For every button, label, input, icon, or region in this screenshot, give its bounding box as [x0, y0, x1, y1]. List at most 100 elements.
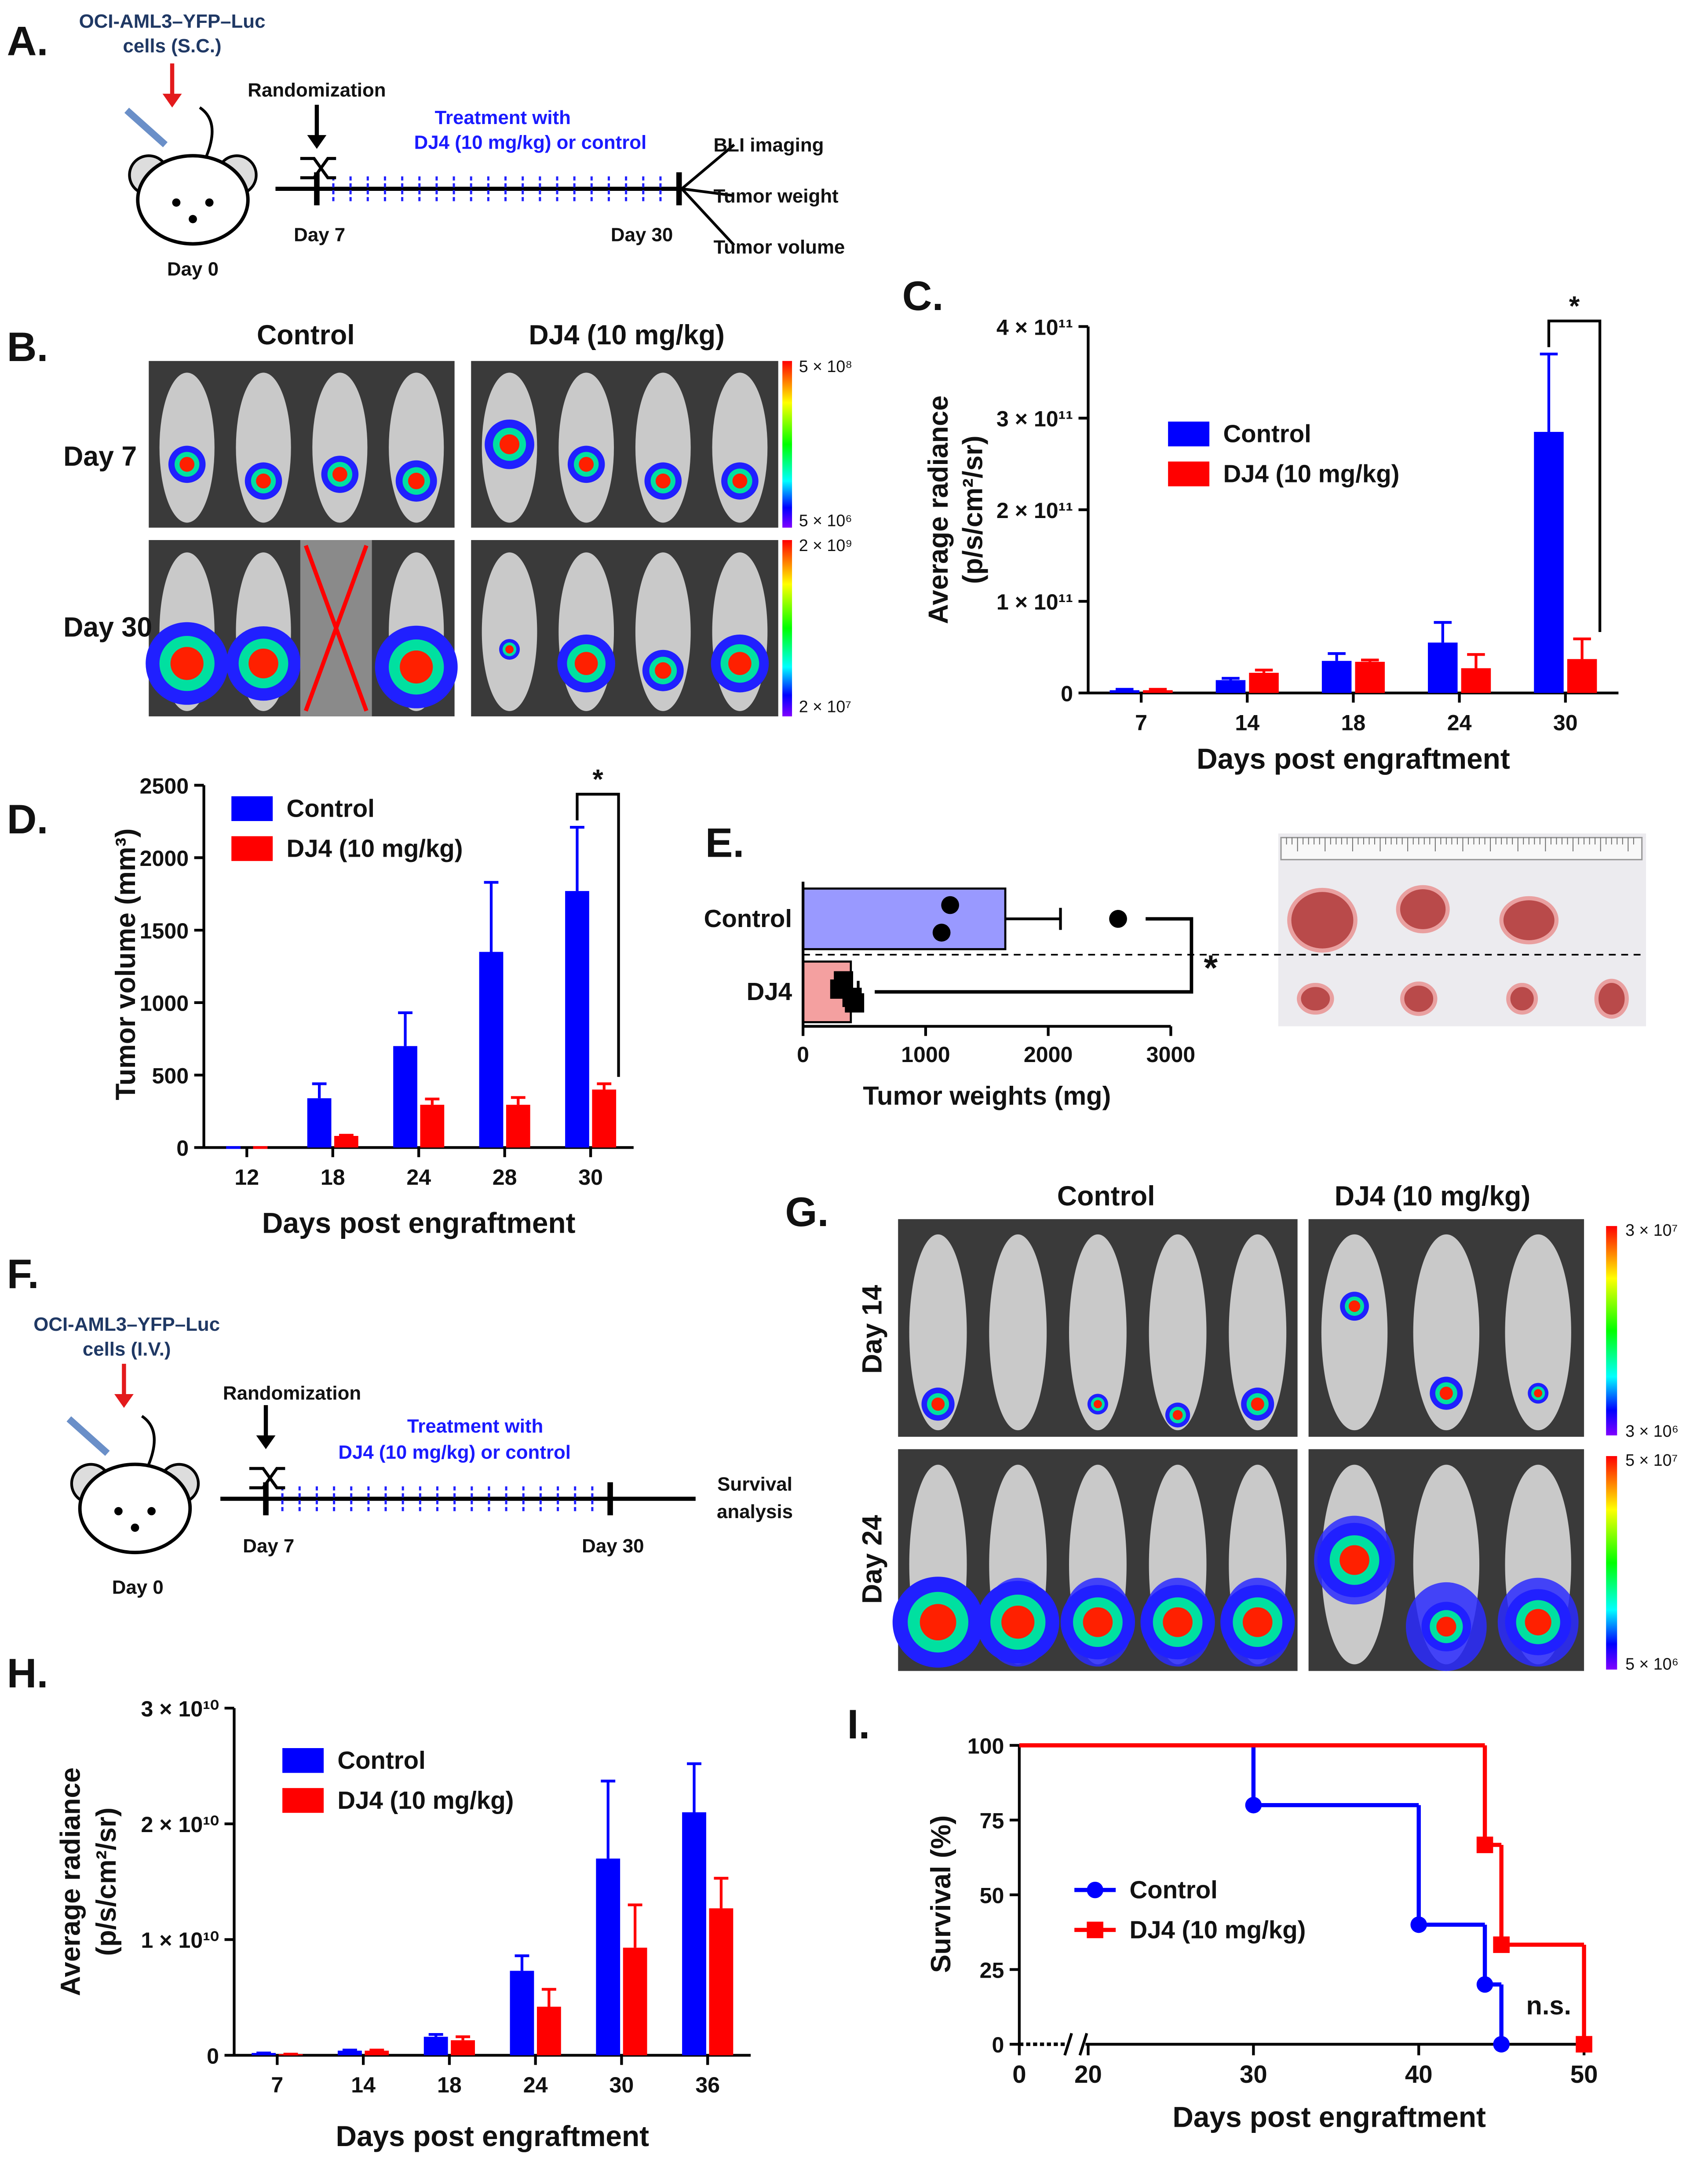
- cells-label: OCI-AML3–YFP–Luc: [33, 1314, 220, 1335]
- signal: [1439, 1387, 1453, 1400]
- signal: [248, 648, 278, 679]
- signal: [728, 652, 752, 675]
- x-axis-label: Days post engraftment: [1172, 2100, 1486, 2133]
- randomization-label: Randomization: [223, 1383, 361, 1404]
- cells-label: OCI-AML3–YFP–Luc: [79, 11, 266, 32]
- mouse-nose: [131, 1523, 139, 1532]
- x-tick-label: 3000: [1146, 1042, 1195, 1067]
- mouse-nose: [189, 215, 197, 223]
- y-tick-label: 25: [980, 1958, 1004, 1982]
- day-label: Day 7: [243, 1535, 294, 1557]
- tumor: [1400, 981, 1438, 1016]
- mouse-photo: [1229, 1234, 1287, 1431]
- signal: [1534, 1389, 1543, 1398]
- x-tick-label: 50: [1570, 2060, 1598, 2088]
- shuffle-icon: [300, 157, 336, 179]
- bar: [423, 2037, 448, 2055]
- y-axis-label: Tumor volume (mm³): [110, 829, 141, 1100]
- x-tick-label: 7: [1135, 710, 1147, 735]
- signal: [732, 473, 748, 489]
- panel-label: G.: [785, 1189, 828, 1235]
- marker: [1493, 1936, 1510, 1953]
- y-axis-label: Average radiance: [923, 395, 954, 624]
- panel-label: F.: [7, 1251, 39, 1297]
- y-tick-label: 75: [980, 1808, 1004, 1833]
- day-label: Day 24: [857, 1515, 888, 1604]
- marker: [1576, 2036, 1592, 2053]
- y-tick-label: 3 × 10¹⁰: [141, 1697, 219, 1721]
- legend-label: DJ4 (10 mg/kg): [287, 834, 463, 862]
- bar: [1461, 668, 1491, 693]
- mouse-body: [78, 1462, 192, 1555]
- x-tick-label: 1000: [901, 1042, 950, 1067]
- legend-marker: [1087, 1881, 1103, 1898]
- bar: [565, 891, 589, 1148]
- mouse-eye: [147, 1507, 156, 1515]
- bar: [451, 2040, 475, 2055]
- legend-label: DJ4 (10 mg/kg): [1223, 460, 1399, 487]
- legend-swatch: [1168, 421, 1210, 447]
- bar: [334, 1135, 358, 1148]
- panel-label: H.: [7, 1650, 48, 1696]
- mouse-photo: [312, 372, 368, 523]
- excluded-x: [303, 544, 369, 712]
- x-tick-label: 20: [1074, 2060, 1102, 2088]
- data-point: [932, 924, 951, 942]
- marker: [1476, 1836, 1493, 1853]
- significance-bracket: [1547, 319, 1602, 632]
- mouse-photo: [989, 1234, 1047, 1431]
- signal: [179, 456, 195, 472]
- day-label: Day 7: [63, 441, 137, 472]
- bar: [420, 1105, 445, 1148]
- group-label: DJ4 (10 mg/kg): [1335, 1181, 1530, 1212]
- day-label: Day 7: [294, 224, 345, 245]
- arrow-head: [162, 94, 182, 108]
- legend-label: DJ4 (10 mg/kg): [1129, 1916, 1306, 1943]
- day-label: Day 14: [857, 1285, 888, 1374]
- legend-label: Control: [1129, 1876, 1217, 1903]
- y-tick-label: 50: [980, 1883, 1004, 1908]
- y-tick-label: 500: [152, 1063, 189, 1088]
- marker: [1245, 1796, 1262, 1814]
- cells-label: cells (S.C.): [123, 35, 221, 57]
- signal: [574, 652, 598, 675]
- colorbar: [782, 540, 792, 716]
- x-tick-label: 18: [1341, 710, 1366, 735]
- x-tick-label: 7: [271, 2073, 283, 2097]
- tumor: [1506, 983, 1538, 1015]
- day-label: Day 0: [167, 259, 219, 280]
- shuffle-icon: [249, 1467, 285, 1490]
- signal: [170, 647, 204, 680]
- signal: [400, 650, 433, 684]
- signal: [1339, 1545, 1369, 1575]
- day-label: Day 0: [112, 1577, 164, 1598]
- y-tick-label: 1000: [140, 991, 189, 1016]
- bar: [623, 1947, 647, 2055]
- scale-label: 3 × 10⁷: [1625, 1221, 1678, 1239]
- mouse-eye: [172, 198, 181, 207]
- group-label: Control: [257, 320, 355, 350]
- legend-swatch: [282, 1788, 324, 1813]
- signal: [256, 473, 271, 489]
- mouse-photo: [1321, 1234, 1388, 1431]
- x-tick-label: 0: [1012, 2060, 1026, 2088]
- axis-break: [1063, 2033, 1088, 2056]
- bar: [1109, 690, 1140, 693]
- x-tick-label: 30: [1553, 710, 1578, 735]
- x-axis-label: Days post engraftment: [1197, 742, 1510, 775]
- mouse-eye: [114, 1507, 123, 1515]
- signal: [1242, 1607, 1273, 1637]
- signal: [1251, 1397, 1264, 1411]
- y-tick-label: 0: [176, 1136, 189, 1161]
- bar: [307, 1098, 332, 1148]
- x-tick-label: 0: [797, 1042, 809, 1067]
- outcome-arrow: [682, 187, 734, 197]
- bar: [709, 1908, 734, 2055]
- syringe: [66, 1416, 110, 1456]
- tumor: [1594, 978, 1629, 1019]
- y-tick-label: 1 × 10¹⁰: [141, 1928, 219, 1953]
- outcome-arrow: [681, 143, 735, 190]
- signal: [408, 472, 425, 489]
- data-point: [1109, 910, 1127, 928]
- significance-bracket: [875, 917, 1193, 994]
